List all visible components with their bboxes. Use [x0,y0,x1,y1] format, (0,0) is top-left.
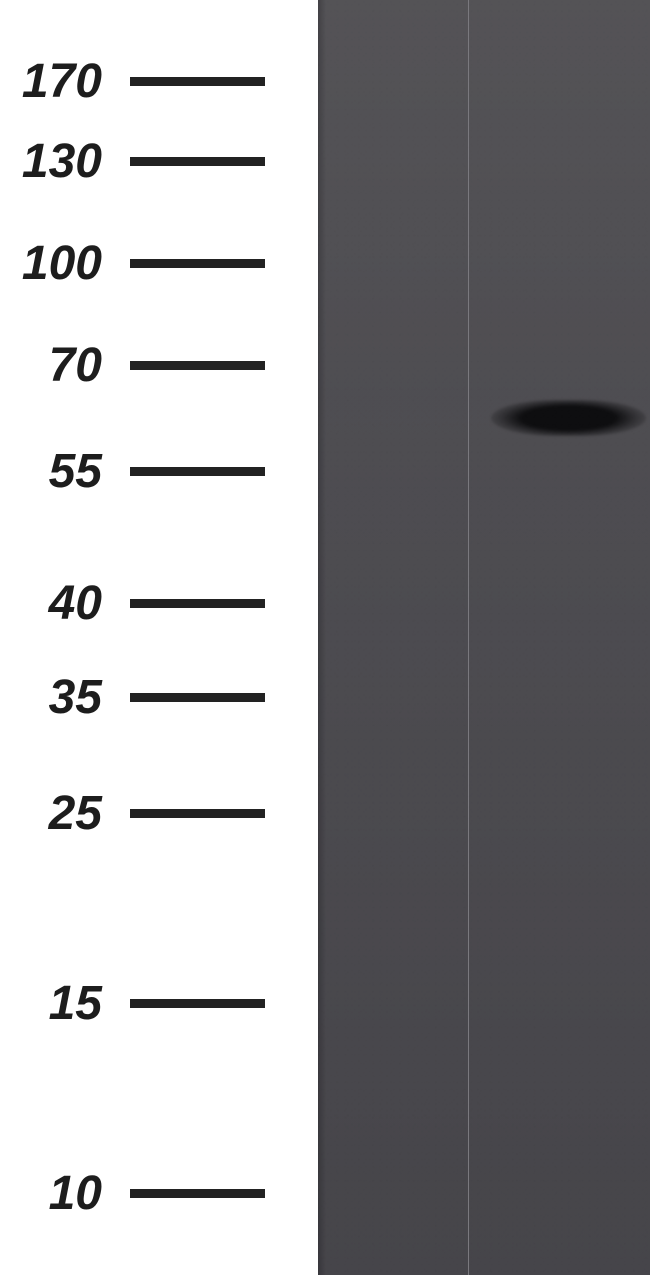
ladder-tick [130,809,265,818]
ladder-marker: 130 [0,134,310,189]
ladder-tick [130,467,265,476]
lane-divider [468,0,469,1275]
ladder-label: 10 [0,1166,130,1221]
ladder-label: 170 [0,54,130,109]
ladder-label: 70 [0,338,130,393]
ladder-marker: 100 [0,236,310,291]
protein-band [491,400,646,436]
ladder-marker: 70 [0,338,310,393]
molecular-weight-ladder: 170 130 100 70 55 40 35 25 15 10 [0,0,310,1275]
ladder-label: 130 [0,134,130,189]
ladder-label: 15 [0,976,130,1031]
ladder-label: 25 [0,786,130,841]
blot-figure: 170 130 100 70 55 40 35 25 15 10 [0,0,650,1275]
ladder-tick [130,77,265,86]
ladder-tick [130,157,265,166]
ladder-marker: 40 [0,576,310,631]
ladder-label: 35 [0,670,130,725]
ladder-tick [130,361,265,370]
ladder-tick [130,693,265,702]
ladder-label: 55 [0,444,130,499]
blot-membrane [318,0,650,1275]
ladder-label: 40 [0,576,130,631]
ladder-marker: 25 [0,786,310,841]
ladder-marker: 170 [0,54,310,109]
ladder-marker: 35 [0,670,310,725]
ladder-tick [130,1189,265,1198]
ladder-marker: 15 [0,976,310,1031]
ladder-tick [130,259,265,268]
ladder-tick [130,999,265,1008]
ladder-marker: 10 [0,1166,310,1221]
ladder-tick [130,599,265,608]
ladder-marker: 55 [0,444,310,499]
ladder-label: 100 [0,236,130,291]
blot-background [318,0,650,1275]
